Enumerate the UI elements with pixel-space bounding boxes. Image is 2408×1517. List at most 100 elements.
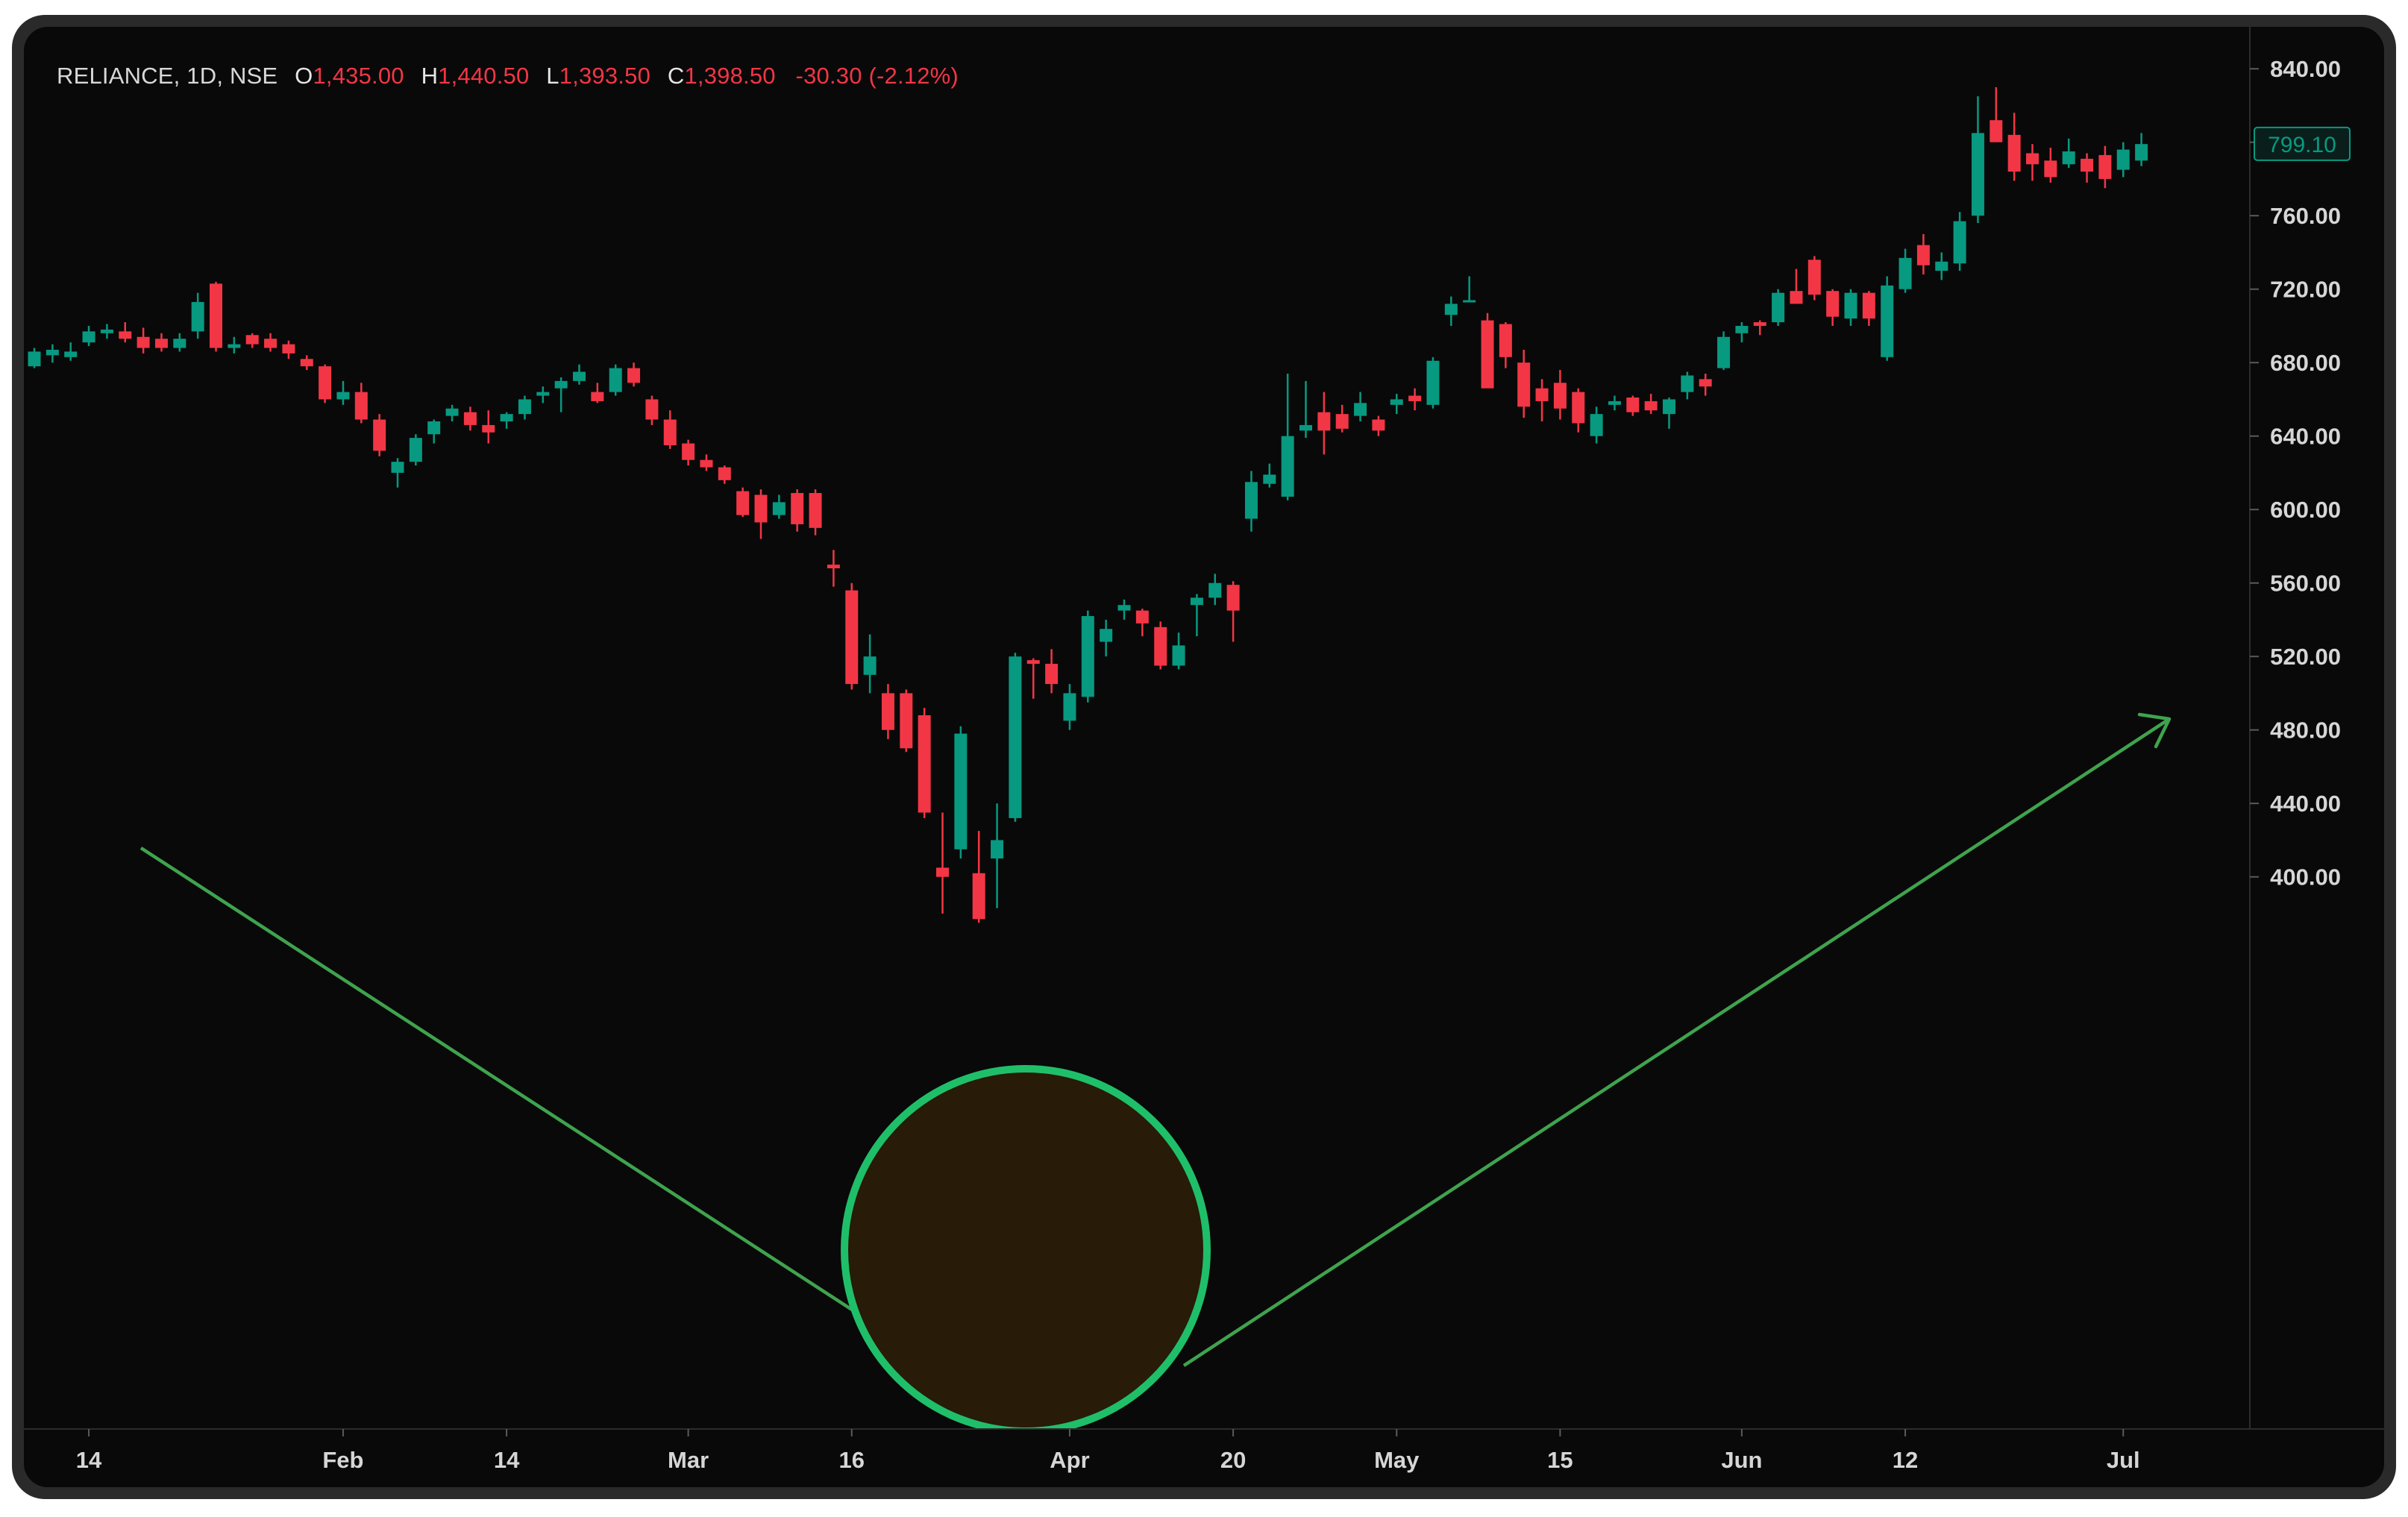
candle <box>1372 415 1385 436</box>
candle-body <box>1009 656 1022 818</box>
candle <box>264 333 278 352</box>
time-tick-label: Jun <box>1721 1447 1762 1473</box>
candle-body <box>354 392 368 420</box>
candle-body <box>1990 120 2003 142</box>
candle <box>754 489 768 539</box>
candle-body <box>1553 383 1567 409</box>
candle <box>137 327 150 354</box>
candle <box>1263 463 1276 488</box>
candle-body <box>1699 379 1712 387</box>
price-tick-label: 560.00 <box>2270 571 2341 597</box>
candle-body <box>1190 597 1203 606</box>
candle <box>46 344 59 363</box>
price-tick-label: 400.00 <box>2270 864 2341 891</box>
candle-body <box>2116 149 2130 170</box>
candle <box>445 404 459 421</box>
candle <box>1081 610 1094 703</box>
time-tick-label: Feb <box>322 1447 363 1473</box>
candle <box>354 383 368 424</box>
candle <box>1226 581 1240 642</box>
candle <box>1026 658 1040 699</box>
candle-body <box>1844 292 1857 319</box>
candle-body <box>754 494 768 523</box>
candle <box>1517 349 1531 418</box>
candle <box>918 708 931 818</box>
symbol-legend: RELIANCE, 1D, NSE O1,435.00 H1,440.50 L1… <box>57 63 959 89</box>
candle <box>591 383 604 403</box>
price-tick-label: 840.00 <box>2270 56 2341 82</box>
candle-body <box>1372 419 1385 431</box>
candle-body <box>1826 291 1840 317</box>
candle-body <box>1644 401 1658 411</box>
candle-body <box>2081 158 2094 172</box>
candle-body <box>64 351 78 357</box>
candle <box>1717 331 1731 371</box>
time-tick-label: 12 <box>1893 1447 1918 1473</box>
time-tick-label: 20 <box>1220 1447 1246 1473</box>
candle <box>936 812 949 914</box>
legend-change: -30.30 (-2.12%) <box>795 63 959 89</box>
candle-body <box>573 371 586 381</box>
candle-body <box>791 493 804 524</box>
candle <box>2062 138 2075 169</box>
candle <box>1299 380 1312 439</box>
candle <box>119 322 132 343</box>
candle <box>319 364 332 403</box>
price-tick-label: 600.00 <box>2270 497 2341 523</box>
candle-body <box>391 462 404 473</box>
candle-body <box>736 491 750 515</box>
candle-body <box>373 419 386 451</box>
candlestick-chart[interactable]: 960.00920.00880.00840.00800.00760.00720.… <box>24 27 2384 1487</box>
candle-body <box>1408 395 1422 401</box>
candle-body <box>591 392 604 401</box>
candle-body <box>1463 300 1476 303</box>
time-axis[interactable] <box>24 1429 2384 1487</box>
price-tick-label: 760.00 <box>2270 203 2341 229</box>
legend-close-label: C <box>667 63 685 89</box>
candle <box>663 410 677 449</box>
candle-body <box>46 349 59 356</box>
candle-body <box>827 565 840 568</box>
candle-body <box>1862 292 1875 319</box>
candle-body <box>1354 403 1367 416</box>
candle-body <box>900 693 913 749</box>
candle <box>2135 133 2148 166</box>
candle <box>391 458 404 488</box>
candle <box>518 395 531 420</box>
candle-body <box>210 283 222 348</box>
last-price-text: 799.10 <box>2268 133 2336 157</box>
candle-body <box>1226 585 1240 611</box>
candle-body <box>228 344 241 348</box>
candle-body <box>264 339 278 348</box>
candle-body <box>1681 375 1694 392</box>
candle <box>1354 392 1367 421</box>
candle-body <box>1499 324 1512 357</box>
legend-high-label: H <box>421 63 439 89</box>
candle-body <box>809 493 822 528</box>
candle-body <box>718 467 731 480</box>
candle-body <box>663 419 677 446</box>
downtrend-line[interactable] <box>139 847 853 1311</box>
legend-symbol[interactable]: RELIANCE <box>57 63 174 89</box>
candle-body <box>972 873 985 920</box>
price-axis[interactable] <box>2250 27 2384 1429</box>
candle <box>736 487 750 518</box>
screenshot-frame: 960.00920.00880.00840.00800.00760.00720.… <box>12 15 2396 1499</box>
candle-body <box>2135 144 2148 161</box>
candle-body <box>645 399 659 420</box>
candle-body <box>154 339 168 348</box>
legend-interval[interactable]: 1D <box>186 63 217 89</box>
candle <box>2026 144 2039 181</box>
candle <box>154 333 168 352</box>
candle-body <box>1390 399 1403 405</box>
candle <box>1971 96 1984 224</box>
uptrend-line[interactable] <box>1182 717 2171 1367</box>
candle <box>1154 621 1167 670</box>
candle <box>500 412 513 429</box>
candle <box>210 281 222 352</box>
candle <box>2081 153 2094 183</box>
candle <box>409 434 422 466</box>
candle-body <box>1263 474 1276 484</box>
candle <box>1045 649 1059 694</box>
candle <box>245 333 259 348</box>
